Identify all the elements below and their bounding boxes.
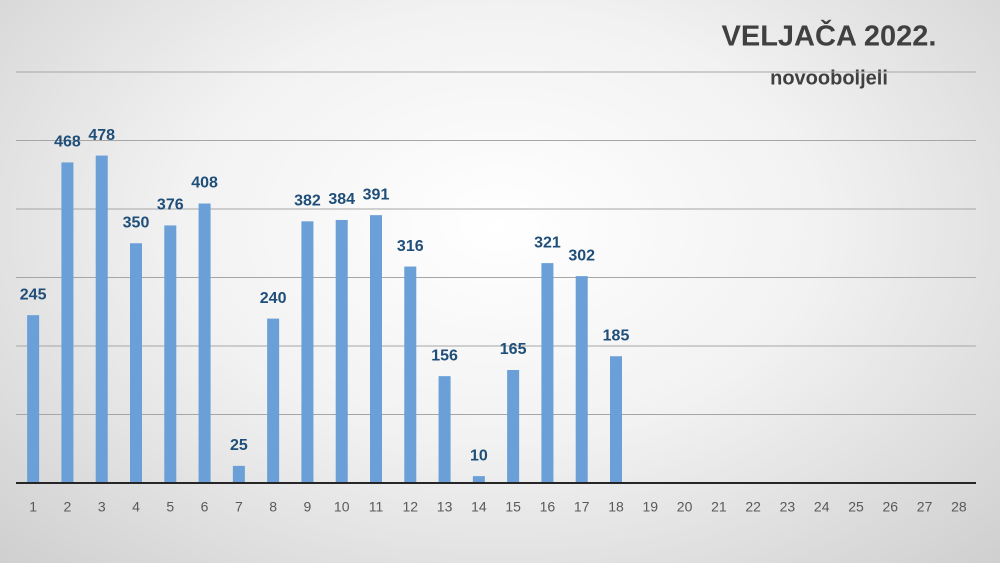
x-tick-label: 2 bbox=[64, 499, 72, 515]
x-tick-label: 16 bbox=[540, 499, 556, 515]
bar bbox=[575, 276, 588, 483]
data-label: 391 bbox=[363, 186, 390, 203]
bar bbox=[95, 155, 108, 483]
bar bbox=[404, 266, 417, 483]
x-tick-label: 18 bbox=[608, 499, 624, 515]
x-tick-label: 24 bbox=[814, 499, 830, 515]
data-label: 240 bbox=[260, 290, 287, 307]
x-tick-label: 19 bbox=[642, 499, 658, 515]
bar bbox=[610, 356, 622, 483]
x-tick-label: 11 bbox=[369, 499, 384, 515]
x-tick-label: 26 bbox=[882, 499, 898, 515]
bar bbox=[301, 221, 314, 483]
data-label: 478 bbox=[88, 127, 115, 144]
x-tick-label: 27 bbox=[917, 499, 933, 515]
bar bbox=[541, 263, 554, 483]
x-tick-label: 15 bbox=[505, 499, 521, 515]
x-tick-label: 20 bbox=[677, 499, 693, 515]
bar bbox=[335, 219, 348, 483]
data-label: 384 bbox=[328, 191, 355, 208]
data-label: 382 bbox=[294, 193, 321, 210]
bar bbox=[130, 243, 142, 483]
chart-title: VELJAČA 2022. bbox=[722, 19, 937, 53]
x-tick-label: 3 bbox=[98, 499, 106, 515]
x-tick-label: 17 bbox=[574, 499, 590, 515]
bar bbox=[232, 465, 245, 483]
x-tick-label: 10 bbox=[334, 499, 350, 515]
data-label: 302 bbox=[568, 247, 595, 264]
x-tick-label: 9 bbox=[304, 499, 312, 515]
bar bbox=[164, 225, 177, 483]
bar bbox=[472, 476, 485, 483]
data-label: 468 bbox=[54, 134, 81, 151]
bar bbox=[27, 315, 40, 483]
bar bbox=[370, 215, 382, 484]
x-tick-label: 28 bbox=[951, 499, 967, 515]
data-label: 245 bbox=[20, 286, 47, 303]
x-tick-label: 4 bbox=[132, 499, 140, 515]
data-label: 316 bbox=[397, 238, 424, 255]
data-label: 321 bbox=[534, 234, 561, 251]
data-label: 350 bbox=[123, 214, 150, 231]
data-label: 156 bbox=[431, 347, 458, 364]
data-label: 10 bbox=[470, 447, 488, 464]
bar bbox=[61, 162, 74, 484]
x-tick-label: 21 bbox=[711, 499, 727, 515]
x-tick-label: 13 bbox=[437, 499, 453, 515]
x-tick-label: 8 bbox=[269, 499, 277, 515]
bar bbox=[198, 203, 211, 483]
x-tick-label: 5 bbox=[166, 499, 174, 515]
x-tick-label: 25 bbox=[848, 499, 864, 515]
data-label: 185 bbox=[603, 327, 630, 344]
x-tick-label: 22 bbox=[745, 499, 761, 515]
x-tick-label: 14 bbox=[471, 499, 487, 515]
x-tick-label: 23 bbox=[780, 499, 796, 515]
data-label: 408 bbox=[191, 175, 218, 192]
x-tick-label: 7 bbox=[235, 499, 243, 515]
bar bbox=[507, 369, 520, 483]
data-label: 376 bbox=[157, 197, 184, 214]
bar bbox=[438, 376, 451, 483]
x-tick-label: 12 bbox=[402, 499, 418, 515]
data-label: 25 bbox=[230, 437, 248, 454]
bar bbox=[267, 318, 280, 483]
chart-subtitle: novooboljeli bbox=[770, 67, 888, 89]
x-tick-label: 1 bbox=[29, 499, 37, 515]
data-label: 165 bbox=[500, 341, 527, 358]
x-tick-label: 6 bbox=[201, 499, 209, 515]
